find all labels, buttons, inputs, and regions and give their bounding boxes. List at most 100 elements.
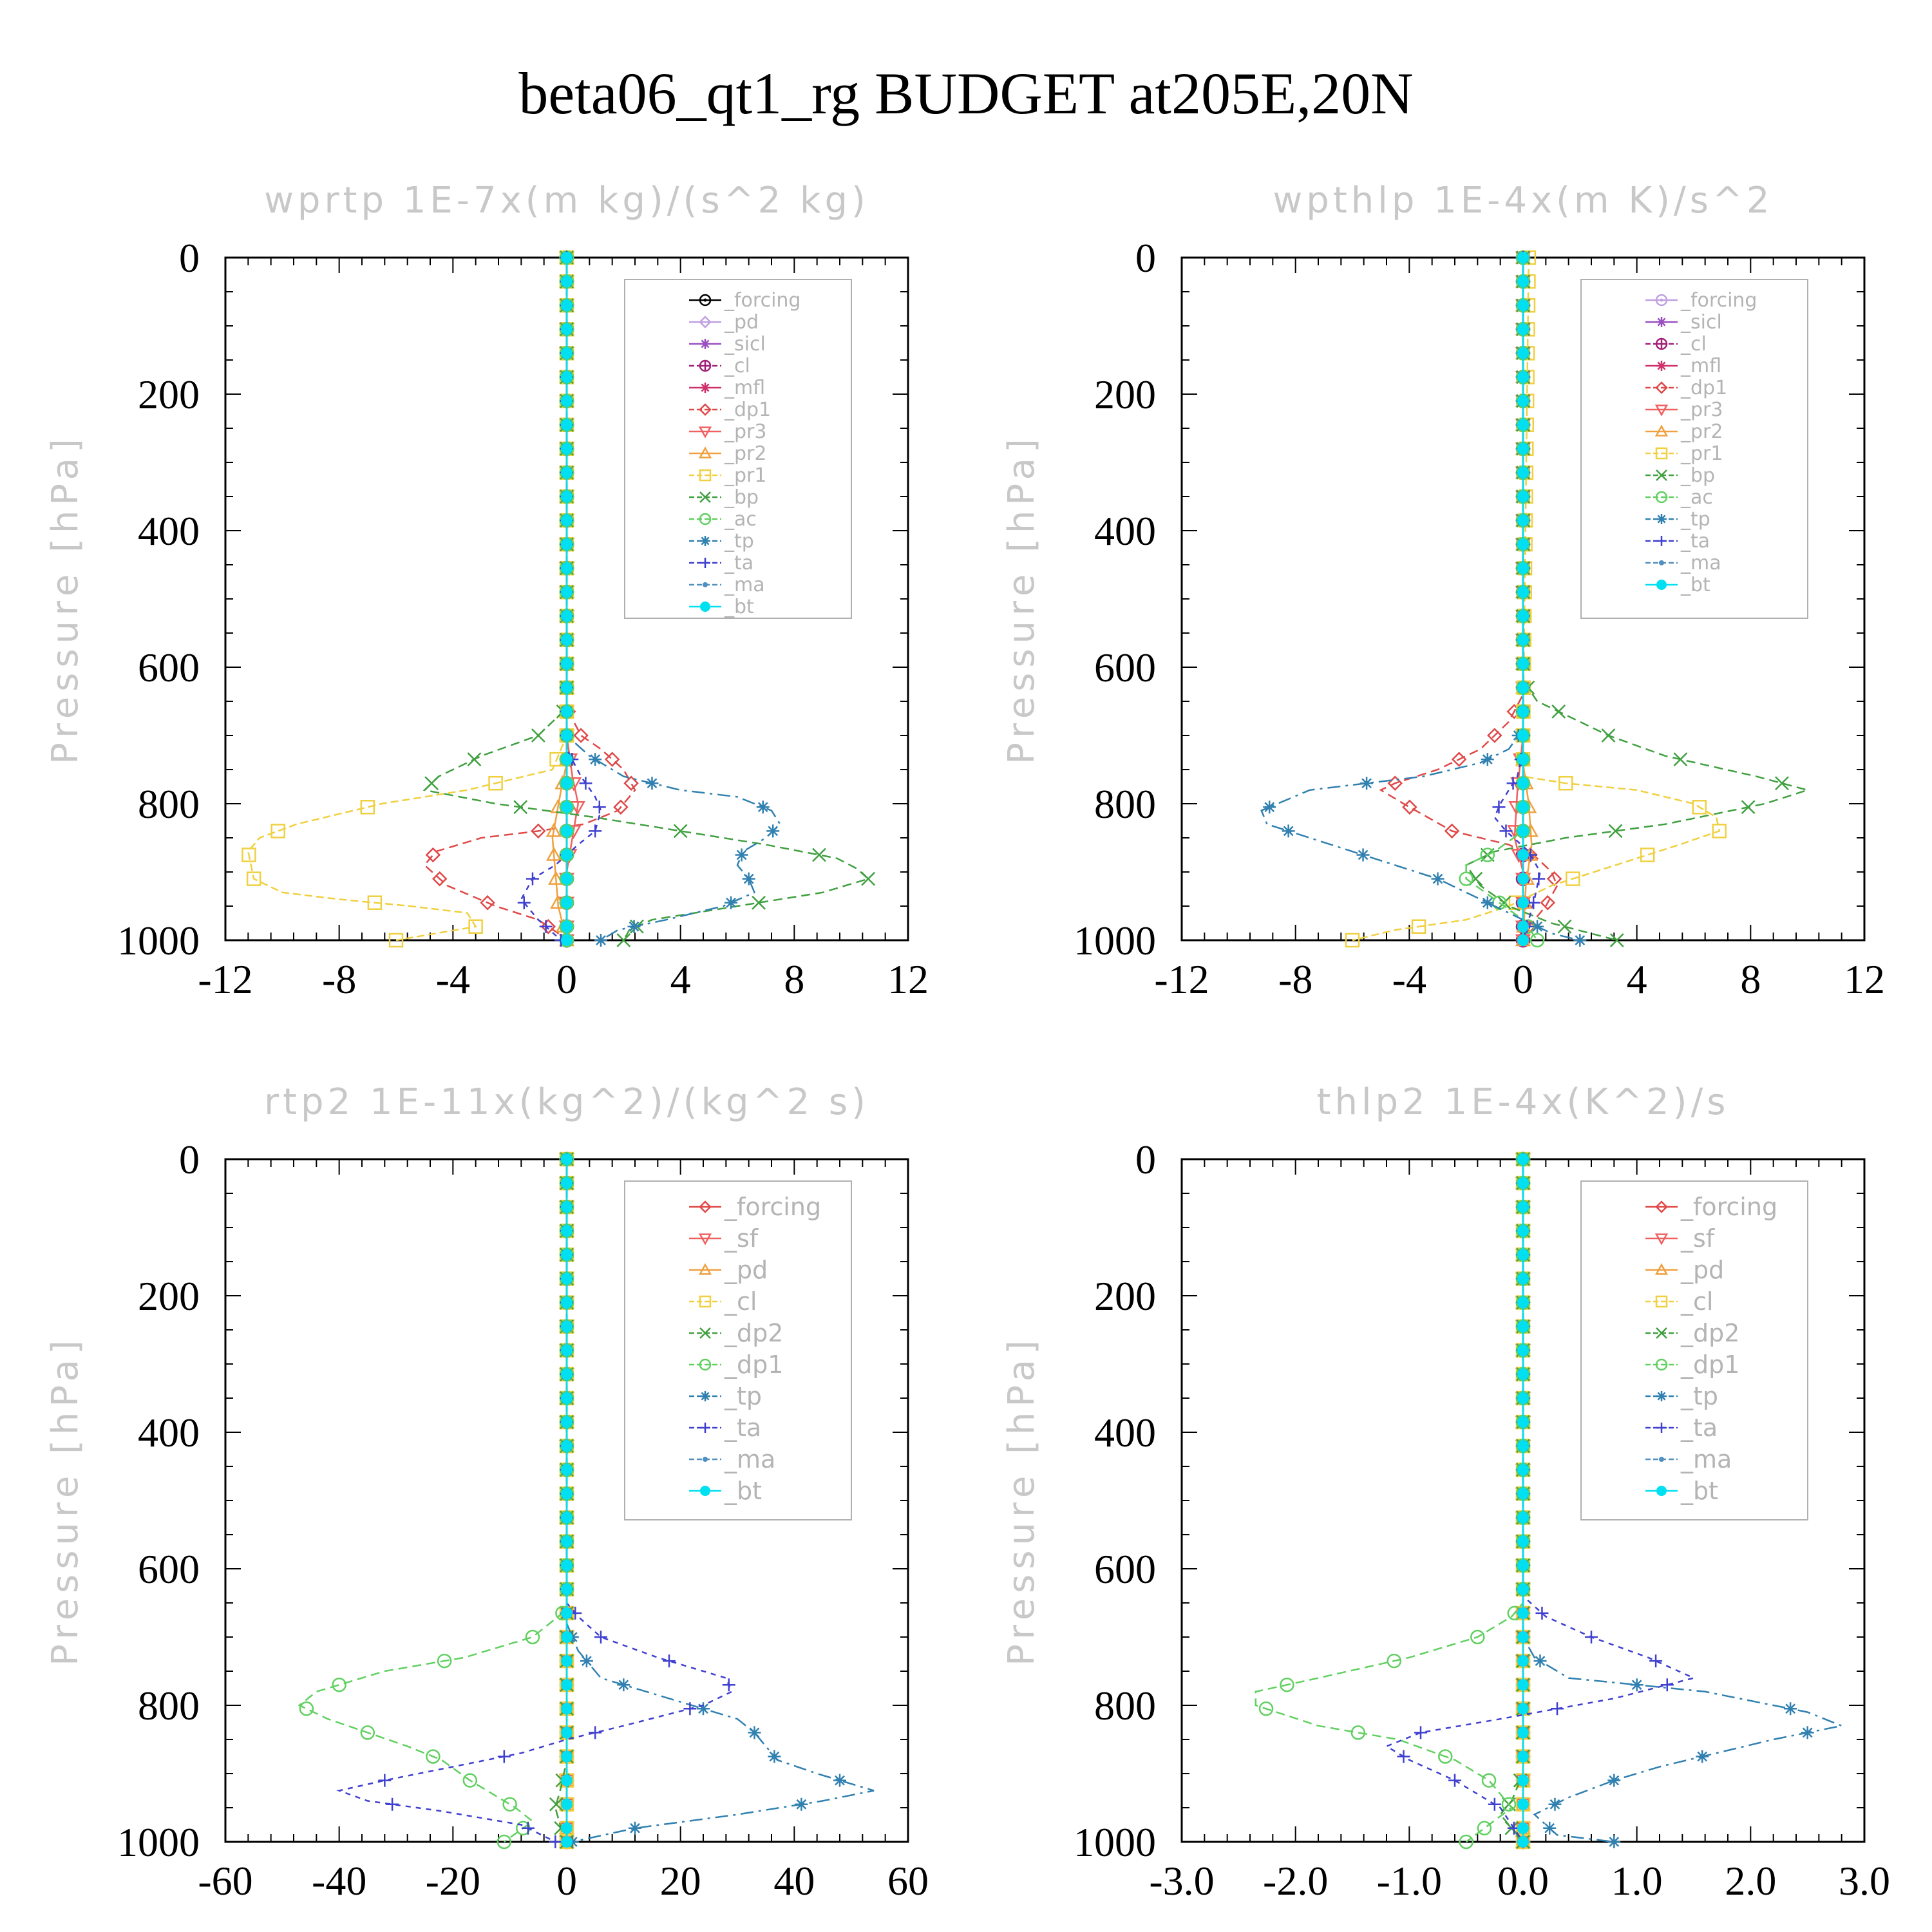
panel-title: wprtp 1E-7x(m kg)/(s^2 kg) (264, 180, 869, 222)
legend-label: _forcing (724, 1193, 821, 1221)
data-point (1601, 728, 1616, 743)
legend-item: _ac (689, 508, 757, 531)
data-point (1448, 1774, 1461, 1787)
data-point (1517, 896, 1529, 909)
x-tick-label: 1.0 (1611, 1858, 1663, 1904)
series-line (336, 1159, 733, 1843)
legend-item: _bt (1645, 574, 1710, 596)
legend-item: _forcing (689, 289, 800, 312)
legend-item: _dp1 (689, 1350, 783, 1379)
data-point (242, 848, 256, 862)
data-point (561, 1535, 573, 1548)
data-point (561, 1392, 573, 1404)
data-point (1444, 823, 1460, 839)
data-point (561, 1225, 573, 1237)
data-point (1488, 1797, 1501, 1811)
data-point (1741, 800, 1756, 815)
data-point (549, 1797, 564, 1812)
data-point (742, 872, 755, 886)
legend-label: _forcing (1680, 1193, 1777, 1221)
legend-label: _dp1 (724, 1350, 783, 1379)
series-bt (1517, 1153, 1529, 1848)
data-point (561, 934, 573, 946)
data-point (525, 1629, 540, 1645)
legend-label: _pr3 (1680, 399, 1723, 421)
y-axis-label: Pressure [hPa] (44, 1335, 86, 1666)
data-point (561, 1177, 573, 1189)
legend-item: _bt (1645, 1477, 1718, 1505)
data-point (1517, 801, 1529, 813)
data-point (627, 920, 641, 933)
legend-label: _tp (1680, 508, 1710, 531)
legend-label: _forcing (1680, 289, 1757, 312)
series-line (247, 258, 568, 942)
legend-label: _bt (724, 1477, 762, 1505)
data-point (1543, 1821, 1557, 1835)
legend-label: _mfl (724, 377, 765, 399)
data-point (1548, 1797, 1562, 1811)
data-point (1517, 1631, 1529, 1643)
data-point (1517, 491, 1529, 502)
legend-item: _forcing (1645, 289, 1757, 312)
x-tick-label: -2.0 (1263, 1858, 1328, 1904)
data-point (545, 822, 562, 837)
data-point (1517, 1559, 1529, 1571)
data-point (561, 1464, 573, 1476)
data-point (561, 873, 573, 885)
x-tick-label: -8 (1278, 956, 1312, 1002)
legend-label: _tp (724, 530, 754, 553)
data-point (1477, 1821, 1492, 1836)
data-point (1517, 610, 1529, 622)
chart-panel-1: wprtp 1E-7x(m kg)/(s^2 kg) Pressure [hPa]… (44, 180, 929, 1002)
data-point (833, 1774, 846, 1787)
data-point (1481, 753, 1494, 766)
series-line (298, 1159, 568, 1843)
legend-label: _dp1 (1680, 1350, 1739, 1379)
legend-box (624, 1180, 852, 1520)
x-tick-label: 0 (1513, 956, 1533, 1002)
y-tick-label: 0 (1135, 235, 1156, 281)
data-point (561, 1153, 573, 1165)
data-point (480, 895, 495, 911)
legend-label: _cl (724, 355, 750, 377)
legend-item: _pd (689, 1256, 768, 1284)
legend-item: _ac (1645, 486, 1713, 509)
data-point (795, 1797, 808, 1811)
data-point (561, 753, 573, 766)
data-point (561, 419, 573, 431)
legend-item: _dp2 (689, 1319, 783, 1347)
x-tick-label: 4 (670, 956, 691, 1002)
data-point (1696, 1750, 1709, 1763)
data-point (561, 730, 573, 741)
x-tick-label: -12 (1154, 956, 1209, 1002)
legend-label: _pr1 (1680, 442, 1723, 465)
y-tick-label: 400 (138, 508, 200, 554)
data-point (561, 1296, 573, 1309)
data-point (1470, 1629, 1485, 1645)
data-point (1517, 347, 1529, 359)
legend-item: _mfl (689, 377, 765, 399)
data-point (1517, 515, 1529, 527)
legend-label: _pr2 (724, 442, 766, 465)
legend-item: _ta (689, 552, 753, 574)
data-point (1387, 1653, 1402, 1669)
y-tick-label: 800 (1094, 1683, 1156, 1728)
data-point (561, 1798, 573, 1810)
data-point (1459, 1834, 1473, 1850)
legend-item: _cl (1645, 333, 1707, 355)
data-point (1527, 896, 1540, 909)
series-line (1464, 258, 1811, 942)
legend-label: _cl (1680, 333, 1707, 355)
data-point (561, 1511, 573, 1524)
data-point (561, 705, 573, 717)
legend-label: _pr1 (724, 464, 766, 487)
data-point (561, 1822, 573, 1834)
x-tick-label: 3.0 (1839, 1858, 1890, 1904)
data-point (1487, 728, 1502, 743)
data-point (1258, 1701, 1274, 1716)
y-tick-label: 200 (138, 1273, 200, 1319)
legend: _forcing _sf _pd _cl _dp2 _dp1 _tp _ta _ma _bt (624, 1180, 852, 1520)
data-point (332, 1677, 346, 1692)
data-point (589, 1726, 602, 1739)
legend-item: _pd (1645, 1256, 1724, 1284)
